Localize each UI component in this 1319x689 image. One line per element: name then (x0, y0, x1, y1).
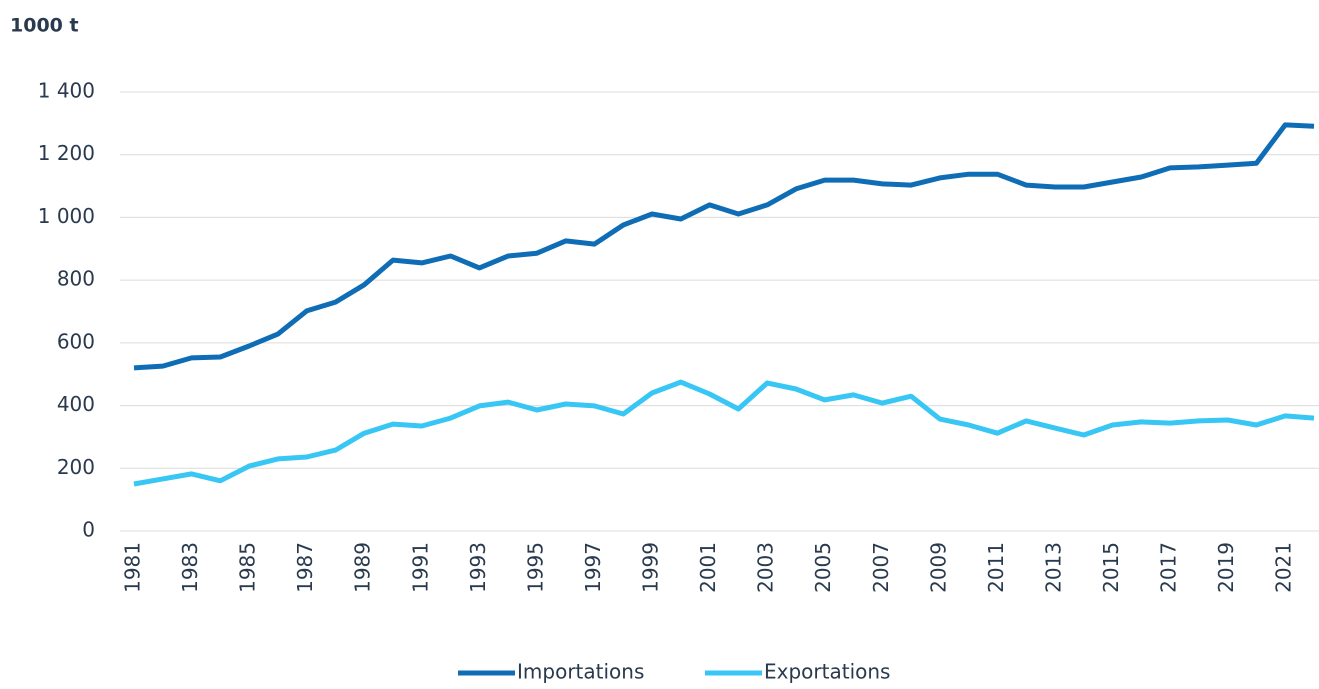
x-tick-label: 1983 (178, 542, 202, 593)
legend-label: Exportations (764, 660, 890, 684)
y-tick-label: 1 000 (38, 204, 95, 228)
line-series (133, 379, 1315, 487)
x-tick-label: 2017 (1157, 542, 1181, 593)
y-tick-label: 600 (57, 329, 95, 353)
x-tick-label: 1987 (293, 542, 317, 593)
x-tick-label: 2003 (754, 542, 778, 593)
x-tick-label: 2005 (811, 542, 835, 593)
x-tick-label: 2009 (926, 542, 950, 593)
x-tick-label: 1981 (121, 542, 145, 593)
x-tick-label: 2007 (869, 542, 893, 593)
y-tick-label: 400 (57, 392, 95, 416)
x-tick-label: 2021 (1272, 542, 1296, 593)
x-tick-label: 1999 (639, 542, 663, 593)
x-tick-label: 2001 (696, 542, 720, 593)
line-series (133, 122, 1315, 371)
x-tick-label: 1997 (581, 542, 605, 593)
x-tick-label: 2015 (1099, 542, 1123, 593)
x-tick-label: 2019 (1214, 542, 1238, 593)
y-tick-label: 1 200 (38, 141, 95, 165)
x-tick-label: 1995 (523, 542, 547, 593)
x-tick-label: 2013 (1041, 542, 1065, 593)
y-tick-label: 200 (57, 455, 95, 479)
legend-label: Importations (517, 660, 644, 684)
x-tick-label: 2011 (984, 542, 1008, 593)
x-tick-label: 1993 (466, 542, 490, 593)
y-axis-unit: 1000 t (10, 15, 79, 37)
x-tick-label: 1991 (408, 542, 432, 593)
y-tick-label: 800 (57, 267, 95, 291)
y-tick-label: 1 400 (38, 79, 95, 103)
x-tick-label: 1989 (351, 542, 375, 593)
x-tick-label: 1985 (236, 542, 260, 593)
y-tick-label: 0 (82, 518, 95, 542)
